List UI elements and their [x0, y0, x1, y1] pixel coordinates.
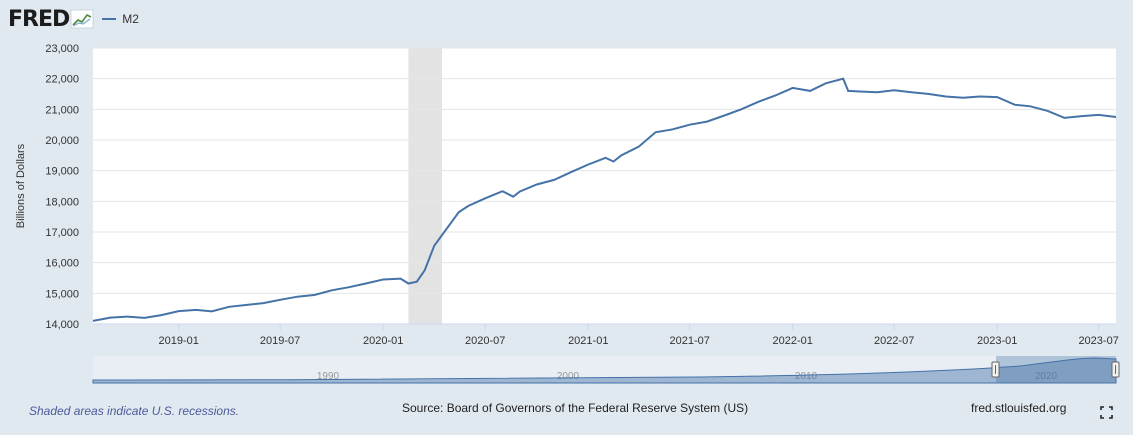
- navigator-handle-left[interactable]: [991, 361, 1000, 378]
- x-tick-label: 2023-01: [977, 335, 1017, 347]
- y-tick-label: 16,000: [45, 258, 79, 270]
- y-tick-label: 17,000: [45, 227, 79, 239]
- recession-note: Shaded areas indicate U.S. recessions.: [29, 404, 240, 418]
- navigator-label: 2020: [1035, 371, 1058, 382]
- x-tick-label: 2020-07: [465, 335, 505, 347]
- y-tick-label: 15,000: [45, 288, 79, 300]
- legend[interactable]: M2: [102, 12, 139, 26]
- navigator-label: 1990: [317, 371, 340, 382]
- chart-header: FRED M2: [8, 6, 139, 32]
- x-axis: 2019-01 2019-07 2020-01 2020-07 2021-01 2021-…: [93, 323, 1119, 347]
- source-text: Source: Board of Governors of the Federa…: [402, 401, 749, 415]
- plot-area: [93, 48, 1116, 324]
- recession-bands: [408, 48, 443, 324]
- logo-text: FRED: [8, 6, 70, 32]
- navigator-labels: 1990 2000 2010 2020: [317, 371, 1058, 382]
- x-tick-label: 2021-07: [669, 335, 709, 347]
- legend-swatch: [102, 18, 117, 20]
- navigator-area: [92, 357, 1117, 384]
- navigator-handle-right[interactable]: [1111, 361, 1120, 378]
- y-tick-label: 19,000: [45, 166, 79, 178]
- series-line-m2: [92, 77, 1117, 322]
- line-chart-icon: [70, 9, 94, 29]
- y-tick-label: 18,000: [45, 196, 79, 208]
- y-tick-label: 21,000: [45, 104, 79, 116]
- site-link[interactable]: fred.stlouisfed.org: [971, 401, 1067, 415]
- navigator-label: 2000: [557, 371, 580, 382]
- navigator-label: 2010: [795, 371, 818, 382]
- navigator-selection[interactable]: [996, 356, 1116, 383]
- x-tick-label: 2019-01: [159, 335, 199, 347]
- legend-label: M2: [122, 12, 139, 26]
- x-tick-label: 2022-07: [874, 335, 914, 347]
- x-tick-label: 2021-01: [568, 335, 608, 347]
- y-tick-label: 23,000: [45, 43, 79, 55]
- x-tick-label: 2019-07: [260, 335, 300, 347]
- x-tick-label: 2023-07: [1078, 335, 1118, 347]
- navigator[interactable]: 1990 2000 2010 2020: [92, 356, 1120, 384]
- expand-icon[interactable]: [1100, 406, 1113, 419]
- y-tick-label: 14,000: [45, 319, 79, 331]
- x-tick-label: 2022-01: [773, 335, 813, 347]
- m2-line-chart: 14,000 15,000 16,000 17,000 18,000 19,000 20,0…: [15, 43, 1120, 384]
- fred-logo[interactable]: FRED: [8, 7, 94, 32]
- navigator-background: [93, 356, 1116, 383]
- y-tick-label: 20,000: [45, 135, 79, 147]
- y-axis: 14,000 15,000 16,000 17,000 18,000 19,000 20,0…: [45, 43, 79, 331]
- y-tick-label: 22,000: [45, 74, 79, 86]
- recession-band: [408, 48, 443, 324]
- y-axis-label: Billions of Dollars: [15, 143, 27, 228]
- x-tick-label: 2020-01: [363, 335, 403, 347]
